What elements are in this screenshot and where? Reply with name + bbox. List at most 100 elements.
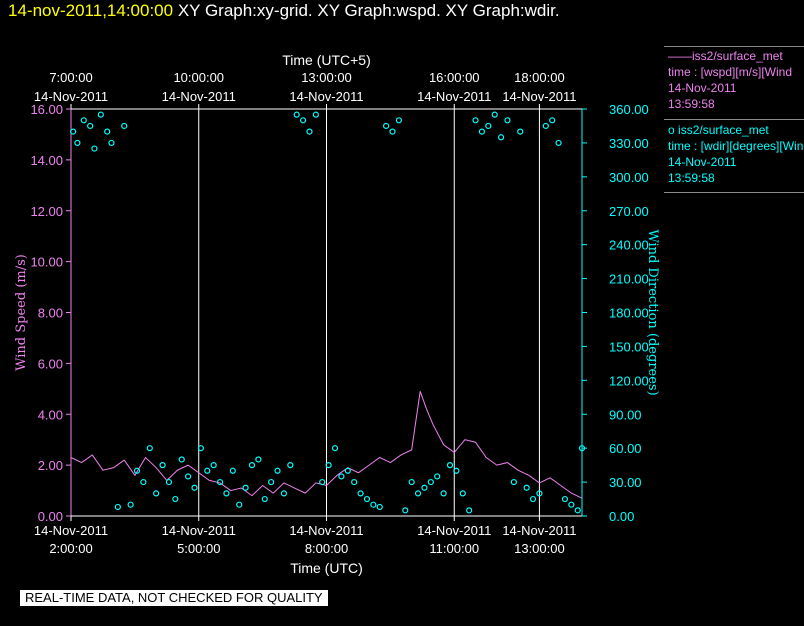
left-tick-label: 16.00 bbox=[30, 102, 63, 117]
wind-direction-point bbox=[319, 478, 326, 486]
wind-direction-point bbox=[370, 501, 377, 508]
right-tick-label: 300.00 bbox=[609, 170, 649, 185]
series-layer bbox=[70, 111, 586, 514]
wind-direction-point bbox=[274, 467, 281, 474]
wind-direction-point bbox=[97, 111, 104, 118]
wind-direction-point bbox=[236, 501, 243, 508]
wind-direction-point bbox=[140, 478, 147, 486]
wind-direction-point bbox=[421, 484, 428, 491]
wind-direction-point bbox=[478, 128, 486, 135]
axes bbox=[66, 104, 587, 521]
x-tick-label-date: 14-Nov-2011 bbox=[289, 523, 363, 538]
top-tick-label-time: 13:00:00 bbox=[301, 70, 352, 85]
wind-direction-point bbox=[312, 111, 319, 118]
wind-direction-point bbox=[178, 456, 185, 463]
wind-direction-point bbox=[293, 111, 300, 118]
wind-speed-line bbox=[70, 391, 583, 499]
top-tick-label-time: 16:00:00 bbox=[429, 70, 480, 85]
wind-direction-point bbox=[261, 495, 268, 503]
right-axis-title: Wind Direction (degrees) bbox=[645, 229, 660, 395]
wind-direction-point bbox=[114, 503, 121, 511]
axis-labels: 14-Nov-2011 2:00:00 14-Nov-2011 5:00:00 14-N… bbox=[14, 52, 660, 576]
right-tick-label: 30.00 bbox=[609, 475, 642, 490]
wind-direction-point bbox=[280, 490, 288, 497]
wind-direction-point bbox=[555, 139, 562, 147]
left-tick-label: 2.00 bbox=[38, 458, 63, 473]
right-tick-label: 90.00 bbox=[609, 407, 642, 422]
wind-direction-point bbox=[351, 478, 358, 486]
wind-direction-point bbox=[331, 445, 339, 452]
left-tick-label: 0.00 bbox=[38, 509, 63, 524]
wind-direction-point bbox=[268, 478, 275, 486]
wind-direction-point bbox=[248, 462, 256, 469]
wind-direction-point bbox=[306, 128, 313, 135]
x-tick-label-time: 8:00:00 bbox=[305, 541, 348, 556]
wind-direction-point bbox=[453, 467, 460, 474]
wind-direction-point bbox=[216, 478, 224, 486]
wind-direction-point bbox=[578, 445, 586, 452]
wind-direction-point bbox=[210, 462, 217, 469]
wind-direction-point bbox=[504, 117, 511, 124]
wind-direction-point bbox=[523, 484, 530, 491]
legend-variable: time : [wspd][m/s][Wind bbox=[668, 65, 793, 79]
legend-entry-wspd: ——iss2/surface_met time : [wspd][m/s][Wi… bbox=[668, 48, 804, 112]
wind-direction-point bbox=[223, 490, 230, 497]
wind-direction-point bbox=[510, 478, 517, 486]
wind-direction-point bbox=[70, 128, 77, 135]
wind-direction-point bbox=[491, 111, 498, 118]
wind-direction-point bbox=[402, 507, 409, 514]
chart-title: 14-nov-2011,14:00:00 XY Graph:xy-grid. X… bbox=[8, 1, 560, 21]
wind-direction-point bbox=[568, 501, 575, 508]
right-tick-label: 270.00 bbox=[609, 204, 649, 219]
wind-direction-point bbox=[159, 462, 166, 469]
wind-direction-point bbox=[427, 478, 434, 486]
wind-direction-point bbox=[146, 445, 153, 452]
right-tick-label: 0.00 bbox=[609, 509, 634, 524]
x-axis-title-bottom: Time (UTC) bbox=[290, 560, 363, 576]
right-tick-label: 60.00 bbox=[609, 441, 642, 456]
wind-direction-point bbox=[325, 462, 332, 469]
legend-divider bbox=[664, 192, 804, 193]
top-tick-label-date: 14-Nov-2011 bbox=[34, 89, 108, 104]
wind-direction-point bbox=[87, 122, 94, 130]
wind-direction-point bbox=[191, 484, 198, 491]
wind-direction-point bbox=[80, 117, 87, 124]
wind-direction-point bbox=[414, 490, 422, 497]
wind-direction-point bbox=[255, 456, 262, 463]
wind-direction-point bbox=[466, 507, 473, 514]
wind-direction-point bbox=[472, 117, 479, 124]
top-tick-label-time: 18:00:00 bbox=[514, 70, 565, 85]
top-tick-label-time: 7:00:00 bbox=[49, 70, 92, 85]
top-tick-label-date: 14-Nov-2011 bbox=[417, 89, 491, 104]
legend-series-name: iss2/surface_met bbox=[678, 123, 769, 137]
wind-direction-point bbox=[197, 445, 204, 452]
legend-time: 13:59:58 bbox=[668, 171, 715, 185]
wind-direction-point bbox=[376, 503, 383, 511]
wind-direction-point bbox=[408, 478, 415, 486]
wind-direction-point bbox=[153, 490, 160, 497]
left-tick-label: 10.00 bbox=[30, 255, 63, 270]
wind-direction-point bbox=[529, 495, 537, 503]
title-timestamp: 14-nov-2011,14:00:00 bbox=[8, 1, 174, 20]
wind-direction-point bbox=[185, 473, 192, 480]
wind-direction-point bbox=[446, 462, 454, 469]
left-axis-title: Wind Speed (m/s) bbox=[14, 254, 29, 371]
wind-direction-point bbox=[338, 473, 345, 480]
legend-series-name: iss2/surface_met bbox=[692, 49, 783, 63]
x-tick-label-date: 14-Nov-2011 bbox=[34, 523, 108, 538]
title-graph-list: XY Graph:xy-grid. XY Graph:wspd. XY Grap… bbox=[177, 1, 560, 20]
grid-lines bbox=[198, 109, 540, 516]
right-tick-label: 240.00 bbox=[609, 238, 649, 253]
right-tick-label: 180.00 bbox=[609, 306, 649, 321]
x-tick-label-date: 14-Nov-2011 bbox=[162, 523, 236, 538]
wind-direction-point bbox=[561, 495, 569, 503]
wind-direction-point bbox=[104, 128, 111, 135]
wind-direction-point bbox=[165, 478, 173, 486]
wind-direction-point bbox=[440, 490, 447, 497]
wind-direction-point bbox=[229, 467, 236, 474]
right-tick-label: 360.00 bbox=[609, 102, 649, 117]
x-tick-label-time: 11:00:00 bbox=[429, 541, 479, 556]
wind-direction-point bbox=[287, 462, 294, 469]
wind-direction-point bbox=[497, 134, 505, 141]
wind-direction-point bbox=[91, 145, 98, 152]
